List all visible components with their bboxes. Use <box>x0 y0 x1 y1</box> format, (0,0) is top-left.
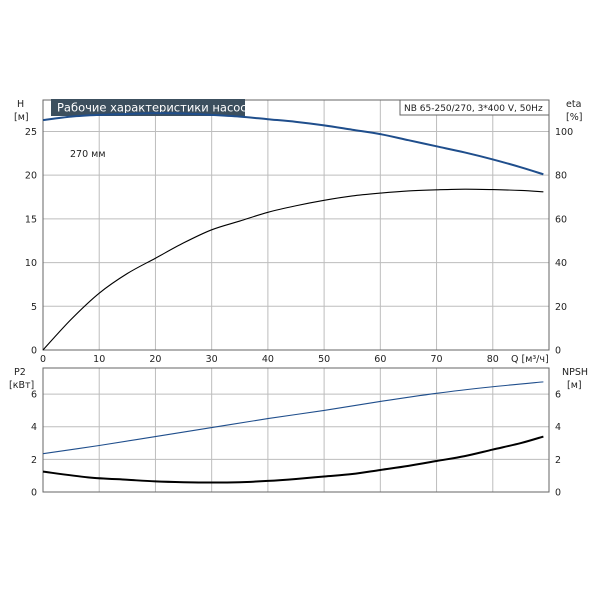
right-y-tick-label: 60 <box>555 214 567 225</box>
left-y-tick-label: 20 <box>25 171 37 182</box>
bottom-right-y-tick-label: 2 <box>555 455 561 466</box>
x-tick-label: 30 <box>206 354 218 365</box>
x-tick-label: 80 <box>487 354 499 365</box>
npsh-curve-line <box>42 435 544 484</box>
right-y-tick-label: 0 <box>555 346 561 357</box>
power-p2-curve-line <box>42 381 544 455</box>
x-tick-label: 10 <box>93 354 105 365</box>
x-tick-label: 50 <box>318 354 330 365</box>
bottom-left-y-tick-label: 0 <box>31 488 37 499</box>
right-y-tick-label: 20 <box>555 302 567 313</box>
chart-title-box <box>51 99 245 116</box>
top-curves <box>42 112 544 351</box>
x-tick-label: 60 <box>374 354 386 365</box>
bottom-right-y-tick-label: 4 <box>555 422 561 433</box>
top-plot-frame <box>42 99 550 351</box>
x-axis-label: Q [м³/ч] <box>511 354 549 365</box>
left-y-tick-label: 0 <box>31 346 37 357</box>
chart-title: Рабочие характеристики насоса <box>57 101 254 115</box>
bottom-plot-frame <box>42 367 550 493</box>
right-axis-label-eta: eta <box>566 99 581 110</box>
model-label-box <box>399 99 550 116</box>
bottom-plot-grid <box>43 368 549 492</box>
bottom-ticks: 0 2 4 6 0 2 4 6 <box>31 390 561 499</box>
right-y-tick-label: 80 <box>555 171 567 182</box>
bottom-left-y-tick-label: 6 <box>31 390 37 401</box>
left-axis-unit-p2: [кВт] <box>9 380 34 391</box>
left-axis-label-h: H <box>17 99 24 110</box>
x-tick-label: 0 <box>40 354 46 365</box>
bottom-curves <box>42 381 544 484</box>
right-y-tick-label: 100 <box>555 127 573 138</box>
left-axis-unit-h: [м] <box>14 112 29 123</box>
left-y-tick-label: 5 <box>31 302 37 313</box>
top-ticks: 0 10 20 30 40 50 60 70 80 0 5 10 15 20 25 0 20 40 60 80 100 <box>25 127 573 365</box>
left-y-tick-label: 15 <box>25 214 37 225</box>
model-label: NB 65-250/270, 3*400 V, 50Hz <box>404 104 543 114</box>
left-y-tick-label: 25 <box>25 127 37 138</box>
left-y-tick-label: 10 <box>25 258 37 269</box>
right-axis-unit-npsh: [м] <box>567 380 582 391</box>
x-tick-label: 70 <box>431 354 443 365</box>
bottom-left-y-tick-label: 2 <box>31 455 37 466</box>
right-y-tick-label: 40 <box>555 258 567 269</box>
right-axis-unit-eta: [%] <box>566 112 582 123</box>
impeller-annotation: 270 мм <box>70 149 106 160</box>
left-axis-label-p2: P2 <box>14 367 26 378</box>
bottom-left-y-tick-label: 4 <box>31 422 37 433</box>
top-plot-grid <box>43 100 549 350</box>
bottom-right-y-tick-label: 0 <box>555 488 561 499</box>
head-curve-line <box>42 112 544 176</box>
x-tick-label: 40 <box>262 354 274 365</box>
bottom-right-y-tick-label: 6 <box>555 390 561 401</box>
right-axis-label-npsh: NPSH <box>562 367 588 378</box>
efficiency-curve-line <box>42 188 544 351</box>
x-tick-label: 20 <box>149 354 161 365</box>
